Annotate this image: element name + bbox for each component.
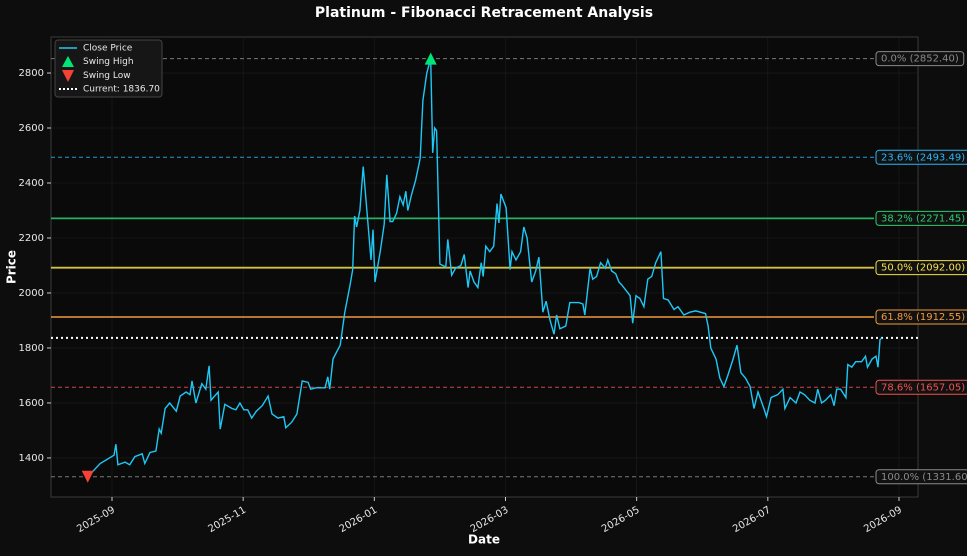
y-tick-label: 2400 bbox=[19, 178, 44, 189]
fib-label-box bbox=[875, 260, 967, 276]
fib-label: 23.6% (2493.49) bbox=[875, 149, 967, 165]
y-axis-label: Price bbox=[5, 250, 19, 284]
fib-label: 78.6% (1657.05) bbox=[875, 379, 967, 395]
price-line bbox=[87, 58, 883, 478]
fib-label-box bbox=[875, 210, 967, 226]
legend-label: Close Price bbox=[83, 44, 133, 54]
fib-label: 61.8% (1912.55) bbox=[875, 309, 967, 325]
fib-level-label: 23.6% (2493.49) bbox=[881, 152, 965, 163]
fib-label-box bbox=[875, 309, 967, 325]
legend-swatch bbox=[62, 70, 74, 82]
fib-level-label: 100.0% (1331.60) bbox=[881, 472, 967, 483]
y-tick-label: 2800 bbox=[19, 68, 44, 79]
x-axis-label: Date bbox=[468, 533, 500, 547]
fib-label: 50.0% (2092.00) bbox=[875, 260, 967, 276]
fib-label: 38.2% (2271.45) bbox=[875, 210, 967, 226]
legend-label: Swing High bbox=[83, 57, 134, 67]
y-tick-label: 2600 bbox=[19, 123, 44, 134]
fib-label: 100.0% (1331.60) bbox=[875, 469, 967, 485]
y-tick-label: 2000 bbox=[19, 288, 44, 299]
y-tick-label: 1400 bbox=[19, 453, 44, 464]
fib-label-box bbox=[875, 469, 967, 485]
y-tick-label: 2200 bbox=[19, 233, 44, 244]
legend-box bbox=[54, 39, 163, 98]
fib-level-label: 78.6% (1657.05) bbox=[881, 382, 965, 393]
fib-label-box bbox=[875, 51, 965, 67]
legend: Close Price Swing High Swing Low Current: 1… bbox=[54, 39, 163, 98]
chart-title: Platinum - Fibonacci Retracement Analysi… bbox=[315, 5, 653, 21]
legend-swatch bbox=[62, 56, 74, 67]
legend-label: Swing Low bbox=[83, 71, 131, 81]
y-tick-label: 1800 bbox=[19, 343, 44, 354]
y-tick-label: 1600 bbox=[19, 398, 44, 409]
legend-label: Current: 1836.70 bbox=[83, 85, 160, 95]
fib-level-label: 0.0% (2852.40) bbox=[881, 54, 959, 65]
fib-label-box bbox=[875, 149, 967, 165]
fib-label: 0.0% (2852.40) bbox=[875, 51, 965, 67]
fib-level-label: 50.0% (2092.00) bbox=[881, 263, 965, 274]
swing-low-marker bbox=[81, 470, 94, 483]
fib-label-box bbox=[875, 379, 967, 395]
swing-high-marker bbox=[424, 52, 437, 65]
fib-level-label: 61.8% (1912.55) bbox=[881, 312, 965, 323]
fib-level-label: 38.2% (2271.45) bbox=[881, 213, 965, 224]
